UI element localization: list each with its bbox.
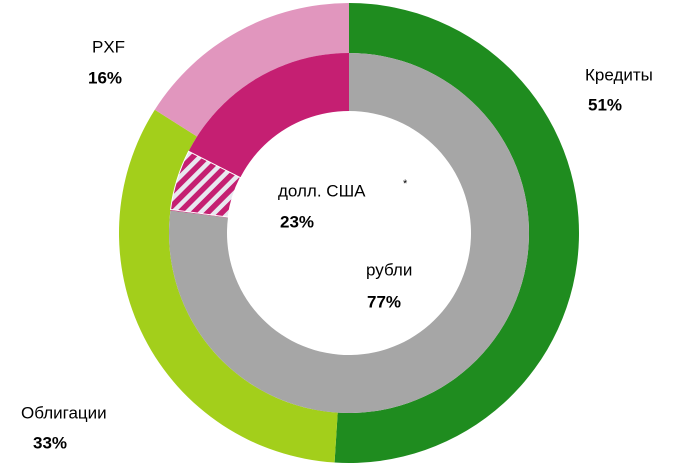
value-label: 33% (33, 433, 67, 452)
segment (334, 2, 580, 464)
label: PXF (92, 37, 125, 56)
segment (154, 3, 349, 137)
label: Облигации (21, 403, 107, 422)
hatch-overlay (169, 150, 241, 218)
value-label: 77% (367, 292, 401, 311)
label: долл. США (278, 181, 366, 200)
rings (119, 2, 580, 464)
footnote-mark: * (403, 178, 408, 190)
label: Кредиты (585, 65, 653, 84)
value-label: 23% (280, 212, 314, 231)
label: рубли (366, 260, 412, 279)
segment (169, 53, 530, 413)
value-label: 51% (588, 95, 622, 114)
segment (119, 109, 338, 463)
value-label: 16% (88, 68, 122, 87)
